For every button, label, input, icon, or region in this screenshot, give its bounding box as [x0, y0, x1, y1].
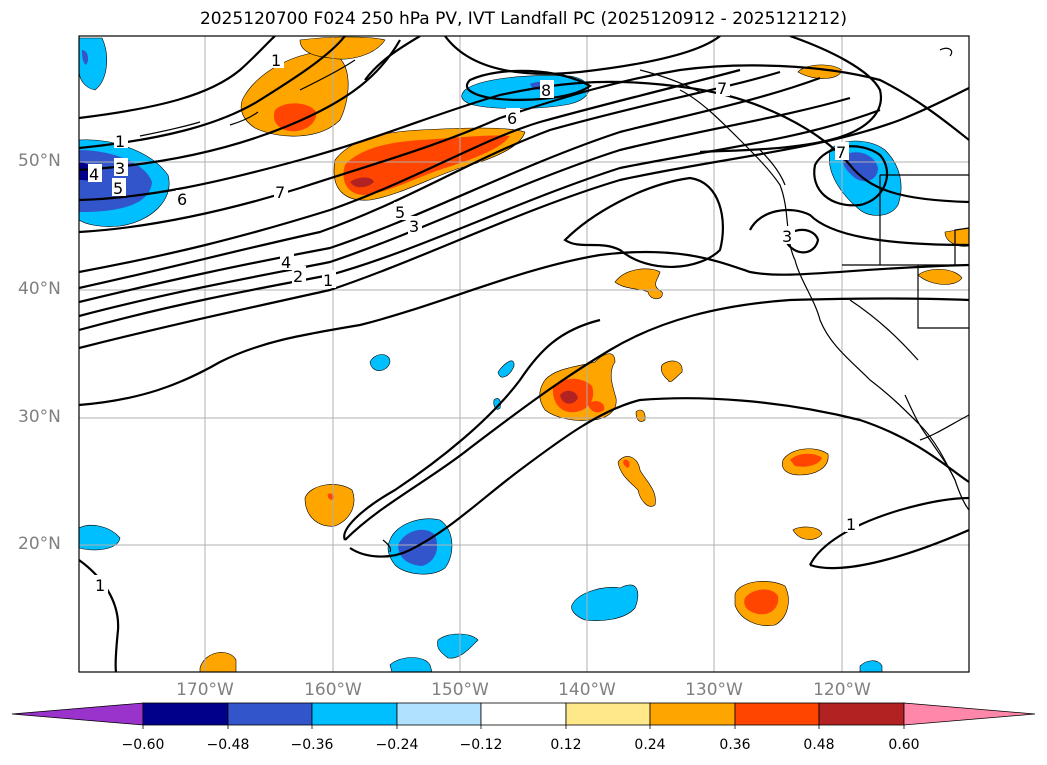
neg-anomaly-south: [571, 584, 639, 621]
colorbar-tick-label: −0.24: [375, 737, 419, 753]
contour-label: 1: [323, 271, 333, 290]
colorbar-tick-label: 0.12: [550, 737, 582, 753]
colorbar-segment: [311, 702, 398, 726]
lat-label-40n: 40°N: [18, 279, 61, 299]
contour-label: 3: [782, 227, 792, 246]
colorbar-tick-label: −0.48: [206, 737, 250, 753]
colorbar-tick-label: −0.36: [290, 737, 334, 753]
contour-labels: 1 3 4 5 6 7 6 8 7 5 3 4 2 1: [88, 50, 859, 595]
map-frame: [78, 35, 970, 673]
map-title: 2025120700 F024 250 hPa PV, IVT Landfall…: [199, 9, 847, 29]
contour-label: 4: [281, 253, 291, 272]
contour-label: 3: [409, 217, 419, 236]
lon-label-150w: 150°W: [431, 680, 489, 700]
ivt-contours: [79, 36, 969, 672]
colorbar-segment: [649, 702, 736, 726]
colorbar-segment: [227, 702, 313, 726]
lon-label-120w: 120°W: [813, 680, 871, 700]
colorbar-extend-min: [11, 702, 144, 726]
lon-label-140w: 140°W: [558, 680, 616, 700]
colorbar-segment: [734, 702, 820, 726]
colorbar-segment: [480, 702, 567, 726]
lon-label-130w: 130°W: [685, 680, 743, 700]
colorbar-tick-label: 0.36: [719, 737, 751, 753]
colorbar-tick-label: 0.24: [634, 737, 666, 753]
colorbar-tick-label: 0.48: [803, 737, 835, 753]
lon-label-160w: 160°W: [304, 680, 362, 700]
colorbar: [11, 702, 1036, 729]
contour-label: 7: [836, 143, 846, 162]
pos-anomaly-aleutian: [240, 51, 349, 137]
colorbar-extend-max: [903, 702, 1036, 726]
contour-label: 1: [115, 132, 125, 151]
colorbar-segment: [396, 702, 482, 726]
coastlines: [139, 47, 969, 553]
colorbar-segment: [142, 702, 229, 726]
map-background: [79, 36, 969, 672]
contour-label: 7: [717, 79, 727, 98]
lat-label-30n: 30°N: [18, 407, 61, 427]
contour-label: 1: [95, 576, 105, 595]
colorbar-segment: [565, 702, 651, 726]
neg-anomaly-nw: [79, 37, 108, 91]
contour-label: 5: [395, 203, 405, 222]
colorbar-tick-label: −0.12: [459, 737, 503, 753]
contour-label: 1: [271, 51, 281, 70]
contour-label: 4: [89, 165, 99, 184]
contour-label: 7: [275, 183, 285, 202]
contour-label: 8: [541, 81, 551, 100]
contour-label: 6: [507, 109, 517, 128]
contour-label: 5: [113, 179, 123, 198]
lat-label-20n: 20°N: [18, 534, 61, 554]
contour-label: 2: [293, 267, 303, 286]
colorbar-tick-label: −0.60: [121, 737, 165, 753]
contour-label: 6: [177, 190, 187, 209]
contour-label: 3: [115, 159, 125, 178]
colorbar-segment: [818, 702, 905, 726]
contour-label: 1: [846, 515, 856, 534]
lat-label-50n: 50°N: [18, 151, 61, 171]
lon-label-170w: 170°W: [176, 680, 234, 700]
colorbar-tick-label: 0.60: [888, 737, 920, 753]
